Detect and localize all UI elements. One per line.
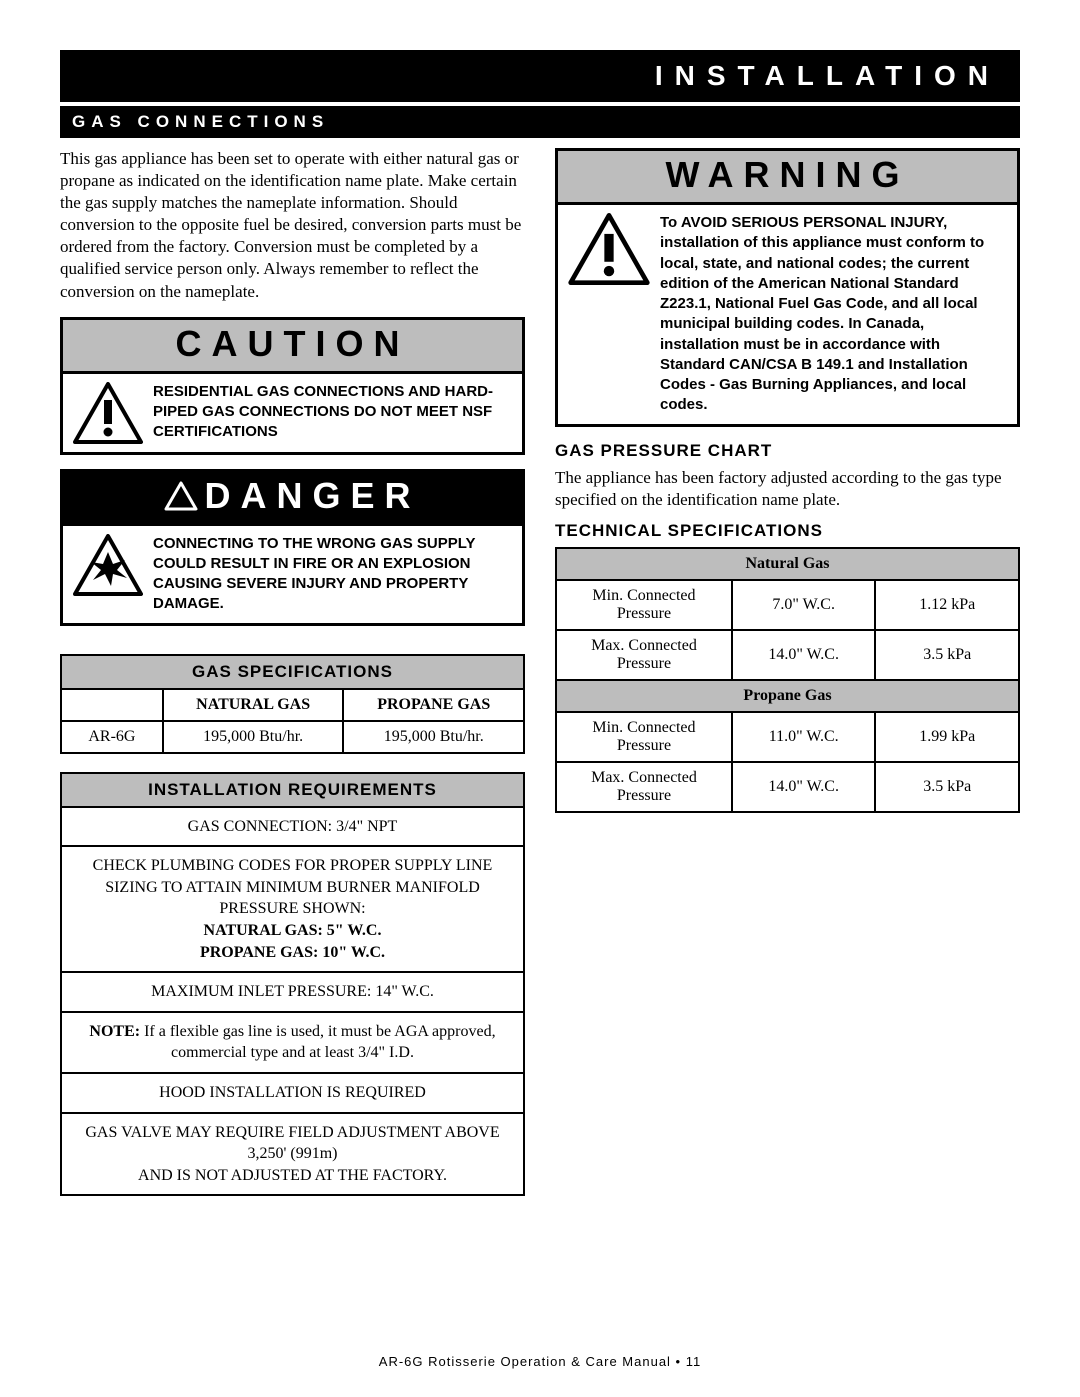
- pressure-chart-desc: The appliance has been factory adjusted …: [555, 467, 1020, 511]
- tech-specs-header: TECHNICAL SPECIFICATIONS: [555, 521, 1020, 541]
- gas-specs-header: GAS SPECIFICATIONS: [60, 654, 525, 690]
- req-gas-connection: GAS CONNECTION: 3/4" NPT: [62, 808, 523, 846]
- danger-box: DANGER CONNECTING TO THE WRONG GAS SUPPL…: [60, 469, 525, 626]
- section-bar-gas-connections: GAS CONNECTIONS: [60, 106, 1020, 138]
- table-row: AR-6G 195,000 Btu/hr. 195,000 Btu/hr.: [61, 721, 524, 753]
- req-max-inlet: MAXIMUM INLET PRESSURE: 14" W.C.: [62, 971, 523, 1011]
- req-note: NOTE: If a flexible gas line is used, it…: [62, 1011, 523, 1072]
- gas-specs-col0: [61, 689, 163, 721]
- caution-box: CAUTION RESIDENTIAL GAS CONNECTIONS AND …: [60, 317, 525, 455]
- warning-box: WARNING To AVOID SERIOUS PERSONAL INJURY…: [555, 148, 1020, 427]
- warning-triangle-icon: [568, 213, 650, 285]
- header-bar: INSTALLATION: [60, 50, 1020, 102]
- nat-gas-label: Natural Gas: [556, 548, 1019, 580]
- req-hood: HOOD INSTALLATION IS REQUIRED: [62, 1072, 523, 1112]
- table-row: Min. Connected Pressure 11.0" W.C. 1.99 …: [556, 712, 1019, 762]
- install-req-header: INSTALLATION REQUIREMENTS: [60, 772, 525, 808]
- intro-paragraph: This gas appliance has been set to opera…: [60, 148, 525, 303]
- gas-specs-col1: NATURAL GAS: [163, 689, 344, 721]
- explosion-icon: [73, 534, 143, 596]
- pressure-chart-header: GAS PRESSURE CHART: [555, 441, 1020, 461]
- tech-specs-table: Natural Gas Min. Connected Pressure 7.0"…: [555, 547, 1020, 813]
- prop-gas-label: Propane Gas: [556, 680, 1019, 712]
- caution-title: CAUTION: [63, 320, 522, 374]
- table-row: Min. Connected Pressure 7.0" W.C. 1.12 k…: [556, 580, 1019, 630]
- install-req-table: GAS CONNECTION: 3/4" NPT CHECK PLUMBING …: [60, 806, 525, 1197]
- warning-triangle-icon: [73, 382, 143, 444]
- right-column: WARNING To AVOID SERIOUS PERSONAL INJURY…: [555, 148, 1020, 1196]
- header-title: INSTALLATION: [655, 60, 1000, 91]
- table-row: Max. Connected Pressure 14.0" W.C. 3.5 k…: [556, 762, 1019, 812]
- req-plumbing: CHECK PLUMBING CODES FOR PROPER SUPPLY L…: [62, 845, 523, 971]
- req-valve: GAS VALVE MAY REQUIRE FIELD ADJUSTMENT A…: [62, 1112, 523, 1195]
- danger-text: CONNECTING TO THE WRONG GAS SUPPLY COULD…: [153, 534, 512, 615]
- gas-specs-table: NATURAL GAS PROPANE GAS AR-6G 195,000 Bt…: [60, 688, 525, 754]
- warning-title: WARNING: [558, 151, 1017, 205]
- danger-triangle-icon: [164, 481, 198, 511]
- caution-text: RESIDENTIAL GAS CONNECTIONS AND HARD-PIP…: [153, 382, 512, 443]
- page-footer: AR-6G Rotisserie Operation & Care Manual…: [0, 1354, 1080, 1369]
- warning-text: To AVOID SERIOUS PERSONAL INJURY, instal…: [660, 213, 1007, 416]
- gas-specs-col2: PROPANE GAS: [343, 689, 524, 721]
- danger-title: DANGER: [63, 472, 522, 526]
- table-row: Max. Connected Pressure 14.0" W.C. 3.5 k…: [556, 630, 1019, 680]
- left-column: This gas appliance has been set to opera…: [60, 148, 525, 1196]
